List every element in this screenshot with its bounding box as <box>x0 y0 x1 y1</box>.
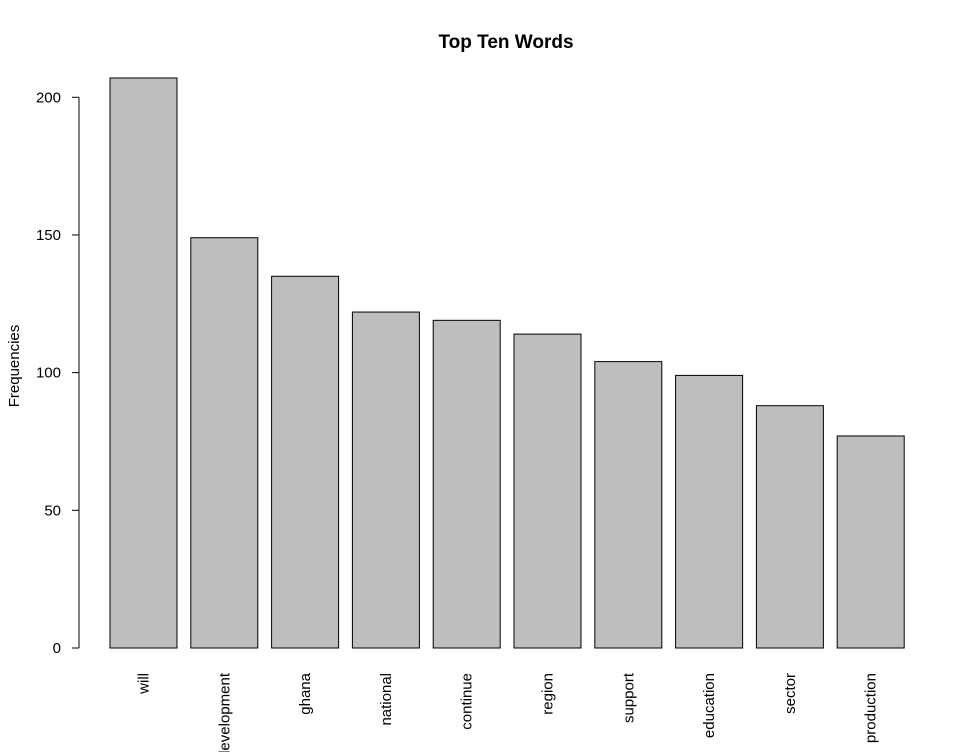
x-tick-label: development <box>216 672 233 752</box>
bar-sector <box>755 405 824 649</box>
x-axis-labels: will development ghana national continue regi… <box>136 672 880 752</box>
x-tick-label: continue <box>459 673 476 730</box>
x-tick-label: will <box>136 673 153 695</box>
bar-region <box>513 333 582 649</box>
x-tick-label: sector <box>782 673 799 714</box>
y-tick-label: 100 <box>36 365 61 382</box>
x-tick-label: national <box>378 673 395 726</box>
y-tick-label: 200 <box>36 89 61 106</box>
y-axis-label: Frequencies <box>6 325 23 408</box>
x-tick-label: support <box>620 672 637 723</box>
x-tick-label: region <box>540 673 557 715</box>
x-tick-label: ghana <box>297 672 314 714</box>
y-tick-label: 0 <box>53 640 61 657</box>
bar-will <box>109 77 178 649</box>
y-tick-label: 50 <box>44 502 61 519</box>
bar-national <box>351 311 420 649</box>
bar-support <box>594 361 663 649</box>
y-axis: 0 50 100 150 200 <box>36 89 80 657</box>
bar-ghana <box>271 275 340 649</box>
bar-continue <box>432 319 501 649</box>
x-tick-label: production <box>863 673 880 743</box>
chart-title: Top Ten Words <box>438 32 573 53</box>
x-tick-label: education <box>701 673 718 738</box>
bar-production <box>836 435 905 649</box>
y-tick-label: 150 <box>36 227 61 244</box>
bar-development <box>190 237 259 649</box>
bar-education <box>675 374 744 649</box>
bars <box>109 77 905 649</box>
